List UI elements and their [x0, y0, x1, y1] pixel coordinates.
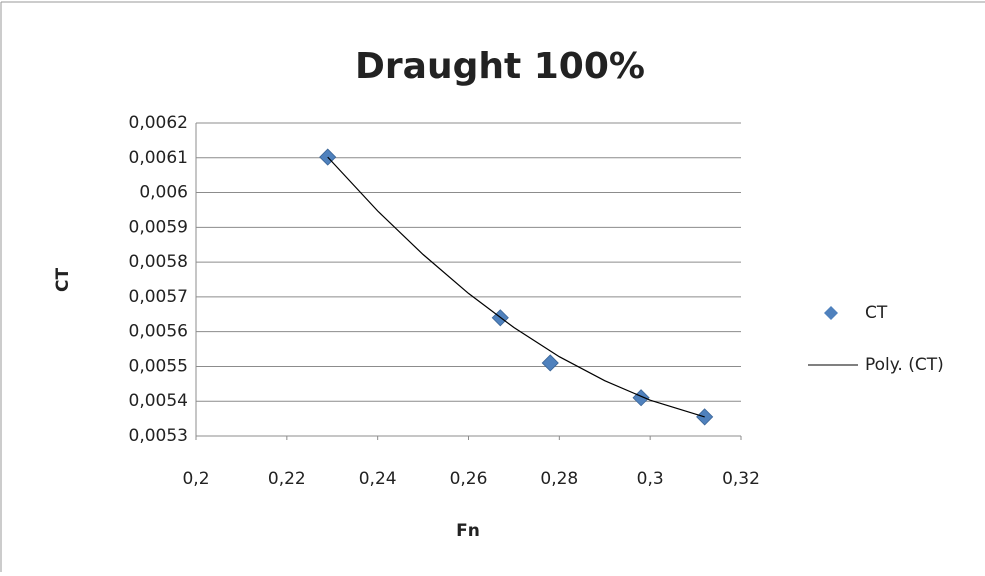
y-tick-label: 0,0058	[129, 252, 188, 272]
legend-label: Poly. (CT)	[865, 355, 944, 375]
x-tick-label: 0,32	[722, 469, 760, 489]
trendline	[328, 157, 705, 417]
y-tick-label: 0,0062	[129, 113, 188, 133]
data-point	[633, 390, 649, 406]
y-tick-label: 0,0054	[129, 391, 188, 411]
data-point	[542, 355, 558, 371]
x-tick-label: 0,3	[637, 469, 664, 489]
y-axis-label: CT	[53, 268, 73, 292]
x-axis-label: Fn	[456, 521, 480, 541]
chart: Draught 100% CT Fn 0,0053 0,0054 0,0055 0,0…	[0, 0, 985, 572]
legend-marker	[824, 306, 838, 320]
y-tick-label: 0,0056	[129, 322, 188, 342]
y-tick-label: 0,0059	[129, 217, 188, 237]
y-tick-label: 0,0055	[129, 356, 188, 376]
y-tick-label: 0,0061	[129, 148, 188, 168]
chart-title: Draught 100%	[355, 46, 645, 87]
x-tick-label: 0,2	[182, 469, 209, 489]
x-tick-label: 0,28	[540, 469, 578, 489]
x-tick-label: 0,24	[359, 469, 397, 489]
legend-label: CT	[865, 303, 888, 323]
y-tick-label: 0,0053	[129, 426, 188, 446]
y-tick-label: 0,0057	[129, 287, 188, 307]
x-tick-label: 0,26	[450, 469, 488, 489]
y-tick-label: 0,006	[139, 183, 188, 203]
x-tick-label: 0,22	[268, 469, 306, 489]
